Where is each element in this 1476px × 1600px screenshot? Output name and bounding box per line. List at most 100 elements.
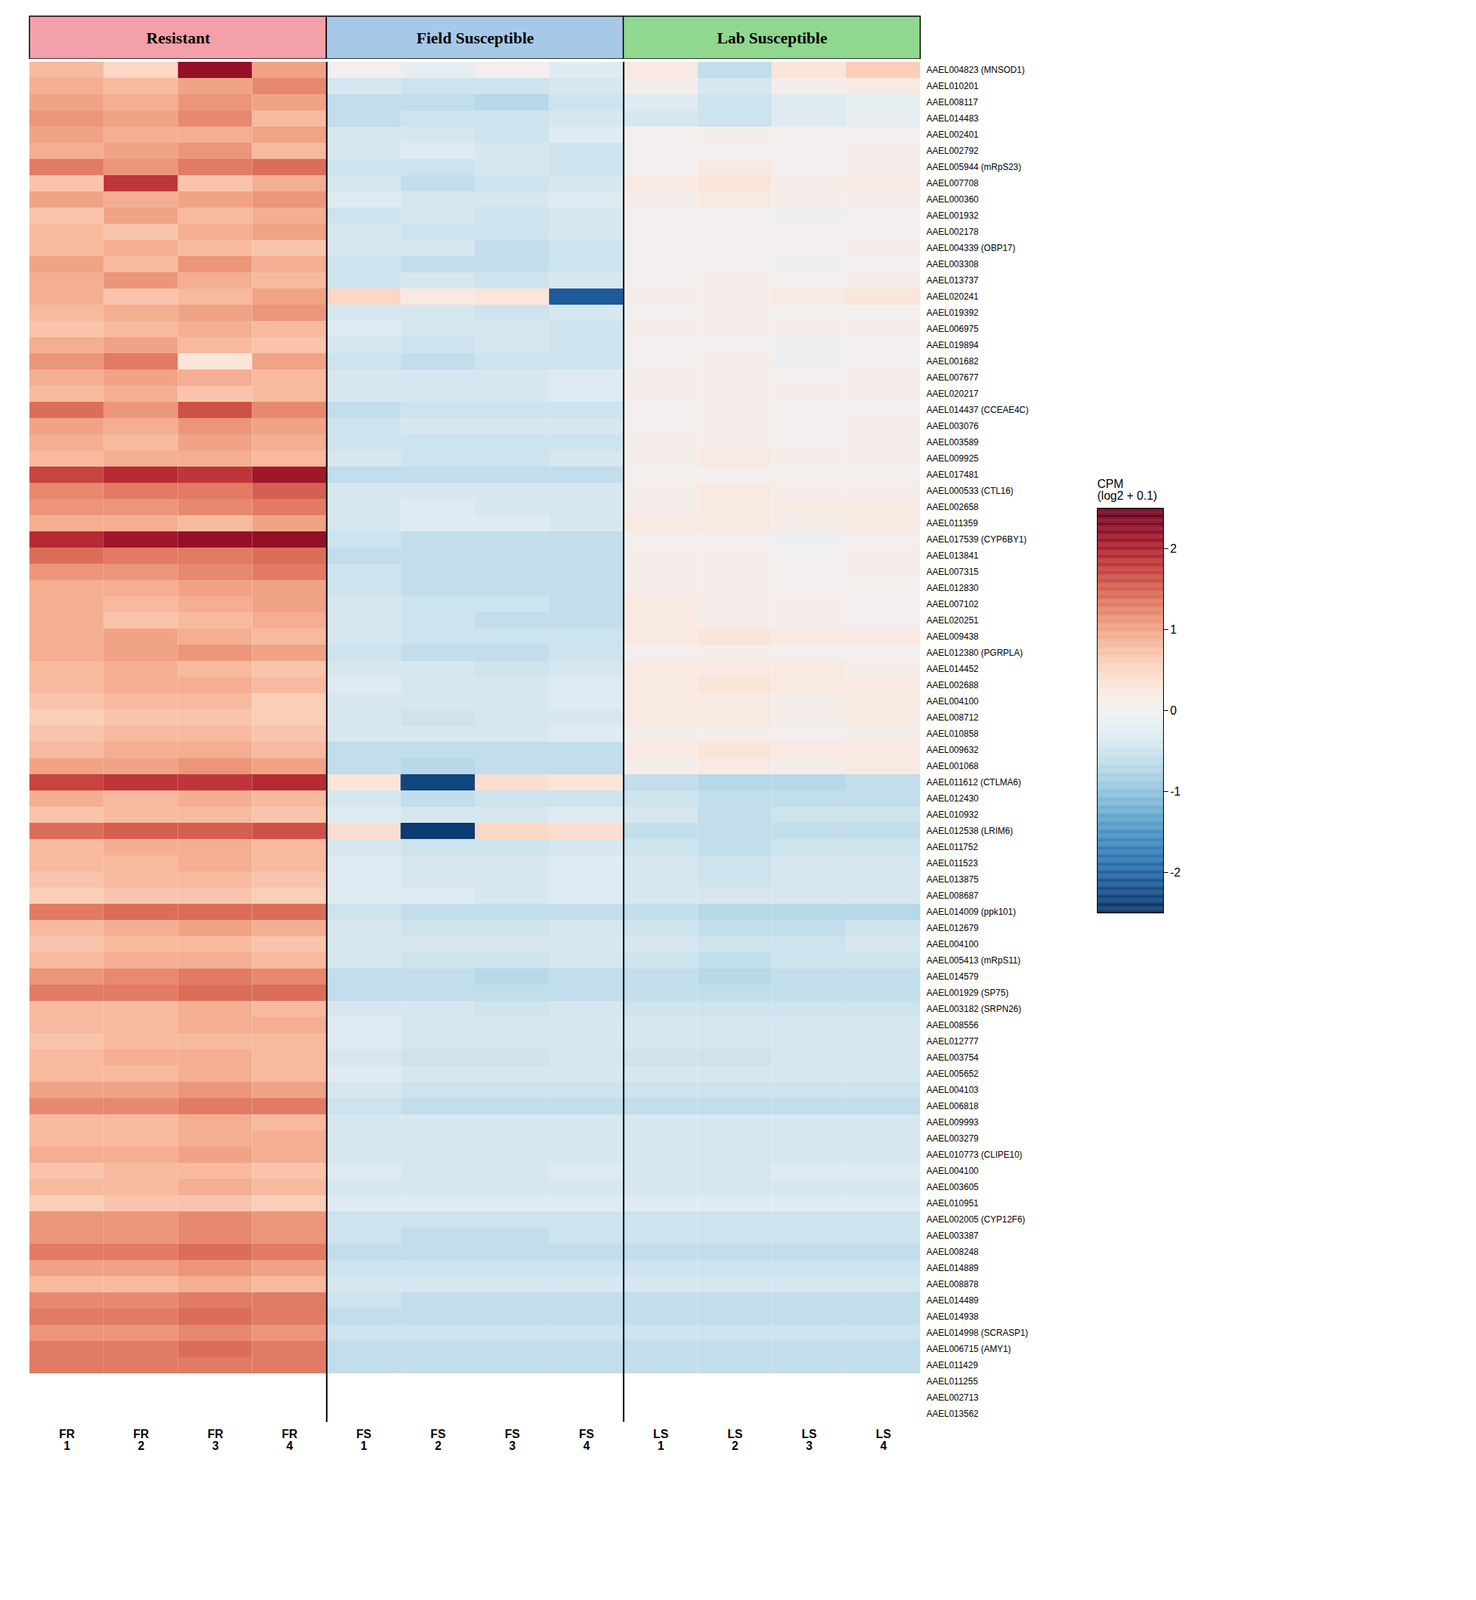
svg-text:AAEL004100: AAEL004100 <box>926 1166 980 1177</box>
svg-text:AAEL020217: AAEL020217 <box>926 388 980 399</box>
svg-text:AAEL019894: AAEL019894 <box>926 340 980 351</box>
svg-text:AAEL009438: AAEL009438 <box>926 631 980 642</box>
svg-text:2: 2 <box>1170 542 1178 556</box>
svg-text:FR1: FR1 <box>58 1428 76 1453</box>
svg-text:AAEL007708: AAEL007708 <box>926 178 980 189</box>
svg-text:0: 0 <box>1170 704 1178 718</box>
svg-text:AAEL000360: AAEL000360 <box>926 194 980 205</box>
svg-text:AAEL002658: AAEL002658 <box>926 502 980 513</box>
svg-text:AAEL014938: AAEL014938 <box>926 1311 980 1323</box>
svg-text:AAEL008712: AAEL008712 <box>926 712 980 723</box>
svg-text:AAEL009632: AAEL009632 <box>926 744 980 756</box>
svg-text:CPM(log2 + 0.1): CPM(log2 + 0.1) <box>1097 477 1158 503</box>
svg-text:LS2: LS2 <box>727 1428 743 1453</box>
svg-text:AAEL007677: AAEL007677 <box>926 372 980 383</box>
svg-text:FS4: FS4 <box>579 1428 595 1453</box>
svg-text:1: 1 <box>1170 623 1178 637</box>
svg-text:AAEL002713: AAEL002713 <box>926 1392 980 1404</box>
svg-text:AAEL012538 (LRIM6): AAEL012538 (LRIM6) <box>926 825 1013 837</box>
svg-text:LS3: LS3 <box>801 1428 818 1453</box>
svg-text:AAEL020251: AAEL020251 <box>926 615 980 626</box>
svg-text:AAEL012679: AAEL012679 <box>926 923 980 934</box>
svg-text:AAEL003076: AAEL003076 <box>926 421 980 432</box>
svg-text:AAEL008248: AAEL008248 <box>926 1247 980 1258</box>
svg-text:AAEL017481: AAEL017481 <box>926 469 980 480</box>
svg-text:AAEL003279: AAEL003279 <box>926 1133 980 1144</box>
svg-text:AAEL020241: AAEL020241 <box>926 291 980 302</box>
svg-text:AAEL003589: AAEL003589 <box>926 437 980 448</box>
svg-text:AAEL010773 (CLIPE10): AAEL010773 (CLIPE10) <box>926 1149 1023 1161</box>
svg-text:LS4: LS4 <box>876 1428 892 1453</box>
svg-text:AAEL004823 (MNSOD1): AAEL004823 (MNSOD1) <box>926 64 1025 76</box>
svg-text:AAEL014889: AAEL014889 <box>926 1263 980 1274</box>
svg-text:AAEL007315: AAEL007315 <box>926 566 980 578</box>
svg-text:AAEL013737: AAEL013737 <box>926 275 980 286</box>
svg-text:AAEL000533 (CTL16): AAEL000533 (CTL16) <box>926 485 1014 497</box>
svg-text:AAEL012777: AAEL012777 <box>926 1036 980 1047</box>
svg-text:-2: -2 <box>1170 866 1181 879</box>
svg-text:AAEL001929 (SP75): AAEL001929 (SP75) <box>926 987 1009 999</box>
svg-text:AAEL002688: AAEL002688 <box>926 680 980 691</box>
svg-text:AAEL010858: AAEL010858 <box>926 728 980 740</box>
svg-text:Lab Susceptible: Lab Susceptible <box>717 28 828 48</box>
svg-text:AAEL003754: AAEL003754 <box>926 1052 980 1064</box>
svg-text:AAEL002401: AAEL002401 <box>926 129 980 140</box>
svg-text:Field Susceptible: Field Susceptible <box>416 28 535 48</box>
svg-text:AAEL006715 (AMY1): AAEL006715 (AMY1) <box>926 1344 1012 1355</box>
svg-text:AAEL005413 (mRpS11): AAEL005413 (mRpS11) <box>926 955 1022 966</box>
svg-text:AAEL011429: AAEL011429 <box>926 1360 979 1371</box>
svg-text:AAEL009993: AAEL009993 <box>926 1117 980 1128</box>
svg-text:FR2: FR2 <box>133 1428 150 1453</box>
svg-text:FS2: FS2 <box>430 1428 447 1453</box>
svg-text:AAEL008687: AAEL008687 <box>926 890 980 902</box>
svg-text:AAEL012430: AAEL012430 <box>926 793 980 804</box>
svg-text:AAEL011752: AAEL011752 <box>926 842 979 853</box>
svg-text:LS1: LS1 <box>652 1428 669 1453</box>
svg-text:AAEL013562: AAEL013562 <box>926 1409 980 1420</box>
svg-text:AAEL006818: AAEL006818 <box>926 1101 980 1112</box>
svg-text:AAEL013841: AAEL013841 <box>926 550 980 561</box>
svg-text:AAEL004103: AAEL004103 <box>926 1085 980 1096</box>
svg-text:-1: -1 <box>1170 785 1181 798</box>
svg-text:AAEL002005 (CYP12F6): AAEL002005 (CYP12F6) <box>926 1214 1026 1225</box>
svg-text:AAEL011359: AAEL011359 <box>926 518 979 529</box>
svg-text:AAEL012380 (PGRPLA): AAEL012380 (PGRPLA) <box>926 647 1024 659</box>
svg-text:AAEL004100: AAEL004100 <box>926 696 980 707</box>
svg-text:AAEL003308: AAEL003308 <box>926 259 980 270</box>
svg-text:AAEL017539 (CYP6BY1): AAEL017539 (CYP6BY1) <box>926 534 1027 545</box>
svg-text:AAEL019392: AAEL019392 <box>926 307 980 319</box>
svg-text:AAEL005652: AAEL005652 <box>926 1068 980 1080</box>
svg-text:AAEL003387: AAEL003387 <box>926 1230 980 1242</box>
svg-text:AAEL005944 (mRpS23): AAEL005944 (mRpS23) <box>926 161 1022 173</box>
svg-text:FR4: FR4 <box>281 1428 299 1453</box>
svg-text:AAEL007102: AAEL007102 <box>926 599 980 610</box>
svg-text:AAEL014579: AAEL014579 <box>926 971 980 983</box>
svg-text:AAEL001682: AAEL001682 <box>926 356 980 367</box>
svg-text:AAEL010201: AAEL010201 <box>926 80 980 92</box>
svg-text:AAEL011612 (CTLMA6): AAEL011612 (CTLMA6) <box>926 777 1022 788</box>
svg-text:AAEL014009 (ppk101): AAEL014009 (ppk101) <box>926 906 1016 918</box>
svg-text:AAEL014998 (SCRASP1): AAEL014998 (SCRASP1) <box>926 1328 1029 1339</box>
svg-text:AAEL009925: AAEL009925 <box>926 453 980 464</box>
svg-text:AAEL011523: AAEL011523 <box>926 858 979 869</box>
svg-text:AAEL014483: AAEL014483 <box>926 113 980 124</box>
svg-text:FR3: FR3 <box>207 1428 224 1453</box>
svg-text:FS1: FS1 <box>356 1428 372 1453</box>
svg-text:AAEL013875: AAEL013875 <box>926 874 980 885</box>
svg-text:AAEL003605: AAEL003605 <box>926 1182 980 1193</box>
svg-text:AAEL001932: AAEL001932 <box>926 210 980 221</box>
svg-text:AAEL014489: AAEL014489 <box>926 1295 980 1306</box>
svg-text:AAEL014437 (CCEAE4C): AAEL014437 (CCEAE4C) <box>926 404 1030 416</box>
svg-text:AAEL008117: AAEL008117 <box>926 97 979 108</box>
svg-text:AAEL001068: AAEL001068 <box>926 761 980 772</box>
svg-text:AAEL006975: AAEL006975 <box>926 323 980 335</box>
svg-text:AAEL008878: AAEL008878 <box>926 1279 980 1290</box>
svg-text:AAEL004339 (OBP17): AAEL004339 (OBP17) <box>926 242 1016 254</box>
svg-text:FS3: FS3 <box>505 1428 521 1453</box>
svg-text:AAEL003182 (SRPN26): AAEL003182 (SRPN26) <box>926 1004 1022 1015</box>
svg-text:AAEL002792: AAEL002792 <box>926 145 980 157</box>
svg-text:AAEL012830: AAEL012830 <box>926 583 980 594</box>
svg-text:AAEL002178: AAEL002178 <box>926 226 980 238</box>
svg-text:AAEL008556: AAEL008556 <box>926 1020 980 1031</box>
svg-text:AAEL010932: AAEL010932 <box>926 809 980 821</box>
